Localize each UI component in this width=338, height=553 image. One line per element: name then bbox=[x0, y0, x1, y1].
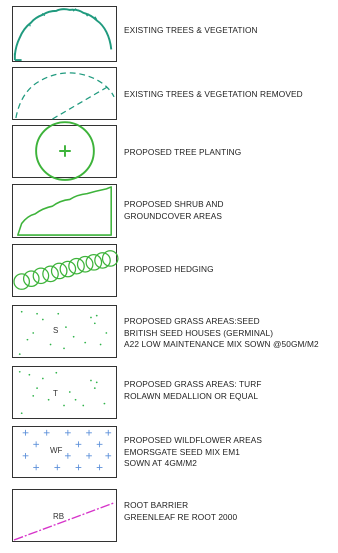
label-line: EMORSGATE SEED MIX EM1 bbox=[124, 446, 240, 457]
label-line: ROOT BARRIER bbox=[124, 500, 189, 510]
label-line: PROPOSED GRASS AREAS:SEED bbox=[124, 316, 260, 326]
label-line: EXISTING TREES & VEGETATION REMOVED bbox=[124, 89, 303, 99]
wildflower-code: WF bbox=[50, 446, 63, 455]
legend-swatch-existing-trees bbox=[12, 6, 117, 62]
grass-seed-dots bbox=[18, 310, 108, 355]
label-line: PROPOSED SHRUB AND bbox=[124, 199, 224, 209]
legend-swatch-grass-turf: T bbox=[12, 366, 117, 419]
legend-label-root-barrier: ROOT BARRIER GREENLEAF RE ROOT 2000 bbox=[124, 500, 237, 523]
label-line: PROPOSED WILDFLOWER AREAS bbox=[124, 435, 263, 445]
grass-turf-code: T bbox=[53, 389, 58, 398]
legend-swatch-hedging bbox=[12, 244, 119, 297]
legend-swatch-tree-planting bbox=[12, 121, 117, 181]
grass-turf-dots bbox=[18, 370, 106, 415]
legend-label-grass-turf: PROPOSED GRASS AREAS: TURF ROLAWN MEDALL… bbox=[124, 379, 262, 402]
label-line: PROPOSED GRASS AREAS: TURF bbox=[124, 379, 262, 389]
legend-label-grass-seed: PROPOSED GRASS AREAS:SEED BRITISH SEED H… bbox=[124, 316, 319, 351]
legend-label-hedging: PROPOSED HEDGING bbox=[124, 264, 214, 276]
existing-trees-symbol bbox=[13, 8, 113, 61]
root-barrier-line bbox=[13, 501, 116, 541]
hedging-symbol bbox=[13, 250, 119, 290]
tree-planting-symbol bbox=[35, 121, 95, 181]
legend-swatch-shrub bbox=[12, 184, 117, 238]
label-line: GROUNDCOVER AREAS bbox=[124, 210, 223, 221]
legend-label-wildflower: PROPOSED WILDFLOWER AREAS EMORSGATE SEED… bbox=[124, 435, 262, 470]
grass-seed-code: S bbox=[53, 326, 59, 335]
label-line: GREENLEAF RE ROOT 2000 bbox=[124, 511, 238, 522]
legend-label-trees-removed: EXISTING TREES & VEGETATION REMOVED bbox=[124, 89, 303, 101]
label-line: EXISTING TREES & VEGETATION bbox=[124, 25, 258, 35]
trees-removed-symbol bbox=[15, 72, 115, 120]
root-barrier-code: RB bbox=[53, 512, 65, 521]
label-line: ROLAWN MEDALLION OR EQUAL bbox=[124, 390, 259, 401]
legend-label-tree-planting: PROPOSED TREE PLANTING bbox=[124, 147, 241, 159]
legend-swatch-trees-removed bbox=[12, 67, 117, 120]
legend-label-existing-trees: EXISTING TREES & VEGETATION bbox=[124, 25, 258, 37]
label-line: A22 LOW MAINTENANCE MIX SOWN @50gm/m2 bbox=[124, 339, 319, 349]
shrub-symbol bbox=[17, 186, 112, 236]
label-line: PROPOSED TREE PLANTING bbox=[124, 147, 242, 157]
legend-label-shrub: PROPOSED SHRUB AND GROUNDCOVER AREAS bbox=[124, 199, 224, 222]
legend-swatch-wildflower: WF bbox=[12, 426, 117, 478]
label-line: SOWN AT 4gm/m2 bbox=[124, 458, 198, 468]
label-line: PROPOSED HEDGING bbox=[124, 264, 214, 274]
legend-swatch-grass-seed: S bbox=[12, 305, 117, 358]
legend-swatch-root-barrier: RB bbox=[12, 489, 117, 542]
wildflower-crosses bbox=[22, 429, 112, 471]
label-line: BRITISH SEED HOUSES (GERMINAL) bbox=[124, 327, 274, 338]
